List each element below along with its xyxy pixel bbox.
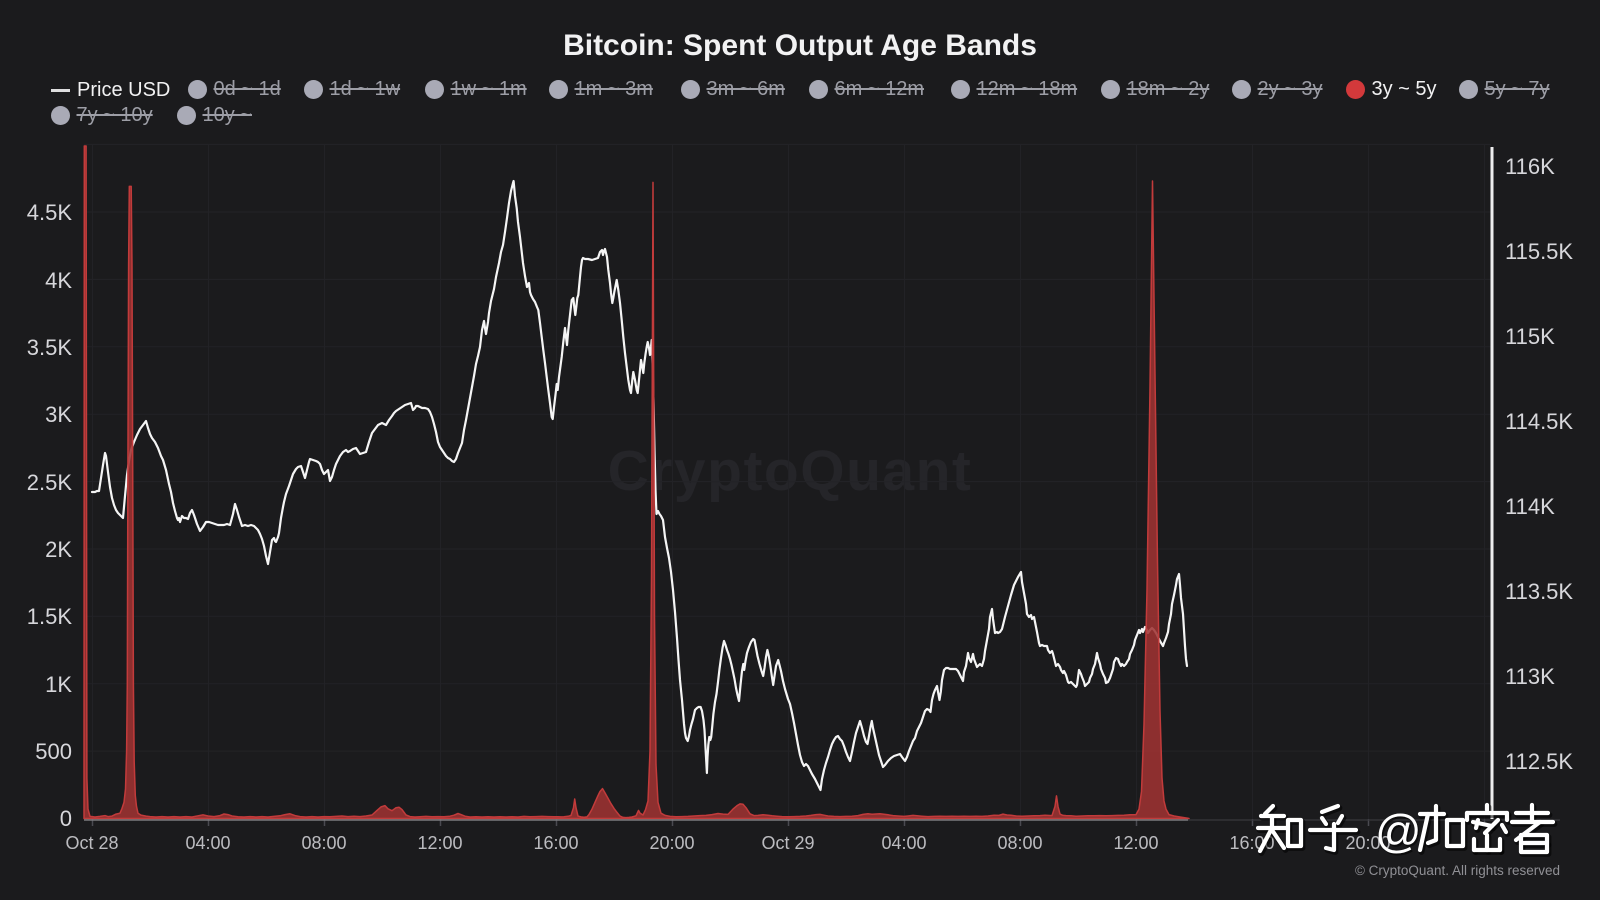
svg-text:@: @ [1375,805,1422,857]
svg-text:@: @ [1377,807,1424,859]
